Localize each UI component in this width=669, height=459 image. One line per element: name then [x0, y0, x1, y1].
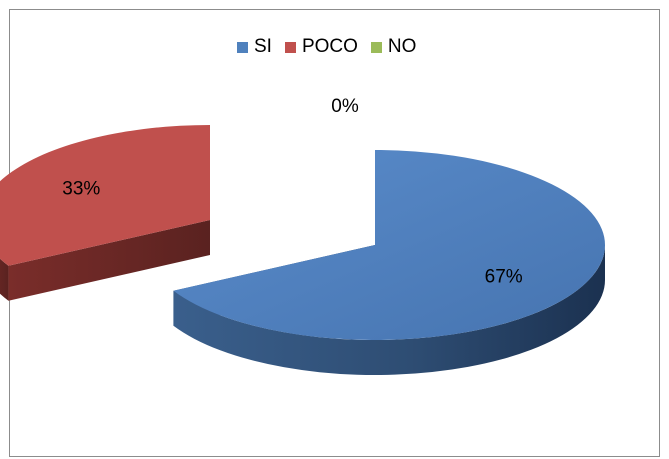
legend: SI POCO NO	[237, 36, 429, 58]
legend-label-no: NO	[387, 36, 417, 57]
data-label-si: 67%	[485, 266, 523, 287]
slice-top-si	[173, 150, 605, 340]
labels-layer: 67% 33% 0%	[62, 96, 522, 287]
legend-item-poco: POCO	[284, 36, 358, 58]
legend-item-no: NO	[370, 36, 417, 58]
slice-top-poco	[0, 125, 210, 266]
slices-layer	[0, 125, 605, 375]
legend-swatch-si	[237, 41, 248, 53]
legend-label-si: SI	[254, 36, 272, 57]
legend-item-si: SI	[237, 36, 272, 58]
slice-side-si	[173, 245, 605, 375]
slice-side-poco	[0, 258, 9, 301]
slice-cut-start-poco	[8, 220, 211, 301]
legend-swatch-no	[370, 41, 382, 53]
data-label-no: 0%	[331, 96, 359, 117]
data-label-poco: 33%	[62, 179, 100, 200]
legend-label-poco: POCO	[301, 36, 358, 57]
legend-swatch-poco	[284, 41, 296, 53]
